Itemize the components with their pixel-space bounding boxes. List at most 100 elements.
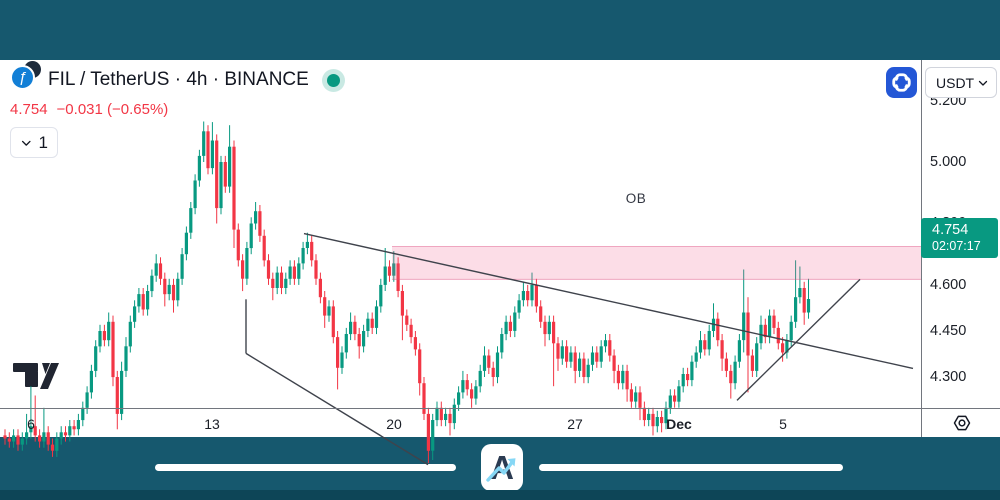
candle-wick	[337, 331, 339, 390]
candle-body	[470, 389, 474, 399]
candle-wick	[237, 223, 239, 267]
nav-pill-left[interactable]	[155, 464, 456, 471]
candle-body	[344, 334, 348, 353]
candle-body	[374, 306, 379, 328]
candle-body	[327, 306, 331, 316]
candle-body	[133, 306, 137, 322]
candle-body	[413, 337, 417, 350]
candle-wick	[77, 413, 79, 436]
candle-wick	[713, 303, 714, 338]
candle-wick	[358, 327, 360, 359]
candle-wick	[393, 251, 395, 282]
candle-wick	[272, 272, 274, 301]
candle-wick	[786, 334, 788, 359]
candle-wick	[112, 315, 114, 387]
candle-wick	[99, 324, 101, 353]
candle-body	[305, 241, 309, 248]
candle-body	[180, 254, 184, 279]
chart-plot-area[interactable]: OB ƒ FIL / TetherUS · 4h · BINANCE 4.754…	[0, 60, 1000, 466]
app-logo[interactable]: A	[481, 444, 523, 491]
candle-wick	[600, 340, 602, 368]
candle-body	[621, 370, 625, 384]
candle-wick	[125, 337, 127, 377]
candle-wick	[704, 334, 706, 356]
candle-body	[439, 407, 443, 421]
candle-wick	[613, 349, 615, 384]
time-axis-divider	[0, 408, 1000, 409]
filecoin-logo-icon[interactable]: ƒ	[10, 61, 41, 95]
interval-button[interactable]: 1	[10, 127, 58, 158]
candle-body	[573, 352, 577, 371]
candle-body	[716, 318, 720, 341]
candle-body	[107, 321, 111, 341]
currency-selector[interactable]: USDT	[925, 67, 997, 98]
candle-body	[763, 324, 767, 338]
candle-body	[193, 180, 197, 209]
candle-body	[534, 284, 538, 307]
price-scale-settings-icon[interactable]	[951, 412, 973, 434]
candle-body	[729, 370, 733, 384]
trendline-ascending-support[interactable]	[736, 278, 861, 401]
candle-wick	[116, 370, 118, 430]
order-block-zone[interactable]	[392, 246, 922, 280]
candle-body	[68, 426, 72, 436]
time-axis-label: 27	[567, 416, 583, 432]
candle-body	[513, 312, 517, 331]
candle-body	[89, 370, 93, 393]
candle-body	[707, 331, 711, 350]
candle-body	[539, 306, 543, 322]
candle-body	[595, 352, 599, 362]
candle-body	[547, 321, 551, 335]
candle-wick	[194, 174, 196, 215]
price-axis-label: 4.450	[930, 323, 967, 339]
candle-body	[750, 355, 754, 371]
trendline-descending-resistance[interactable]	[303, 232, 914, 370]
candle-body	[331, 306, 335, 338]
candle-body	[802, 288, 806, 313]
candle-body	[323, 297, 327, 316]
candle-body	[349, 321, 353, 335]
candle-body	[297, 263, 301, 279]
candle-body	[759, 324, 763, 344]
candle-wick	[401, 284, 403, 341]
candle-body	[586, 364, 590, 378]
market-open-dot-icon[interactable]	[326, 73, 340, 87]
candle-body	[98, 331, 102, 347]
candle-body	[63, 432, 68, 436]
candle-wick	[281, 266, 282, 295]
candle-wick	[721, 334, 723, 371]
candle-wick	[302, 241, 304, 270]
nav-pill-right[interactable]	[539, 464, 843, 471]
candle-wick	[700, 331, 701, 359]
candle-body	[76, 420, 80, 430]
candle-body	[366, 318, 370, 331]
bottom-navigation-bar: A	[0, 437, 1000, 500]
candle-body	[141, 294, 145, 310]
candle-wick	[466, 374, 468, 396]
candle-wick	[449, 407, 451, 436]
fullscreen-button[interactable]	[886, 67, 917, 98]
chevron-down-icon	[978, 80, 988, 86]
candle-body	[219, 162, 223, 209]
candle-wick	[743, 269, 745, 353]
candle-body	[249, 223, 253, 249]
candle-body	[616, 370, 620, 384]
candle-wick	[108, 312, 110, 347]
candle-wick	[708, 324, 710, 356]
candle-wick	[522, 281, 524, 307]
candle-wick	[803, 281, 805, 325]
candle-body	[724, 358, 728, 371]
candle-wick	[224, 155, 226, 193]
candle-body	[189, 208, 193, 233]
candle-body	[310, 241, 314, 261]
candle-body	[560, 346, 564, 359]
candle-body	[521, 291, 525, 301]
candle-body	[357, 334, 361, 347]
candle-body	[72, 426, 76, 430]
candle-body	[681, 374, 685, 387]
candle-wick	[795, 260, 797, 328]
candle-body	[146, 291, 150, 310]
symbol-title[interactable]: FIL / TetherUS · 4h · BINANCE	[48, 69, 309, 90]
candle-body	[387, 266, 392, 276]
candle-wick	[134, 300, 136, 328]
